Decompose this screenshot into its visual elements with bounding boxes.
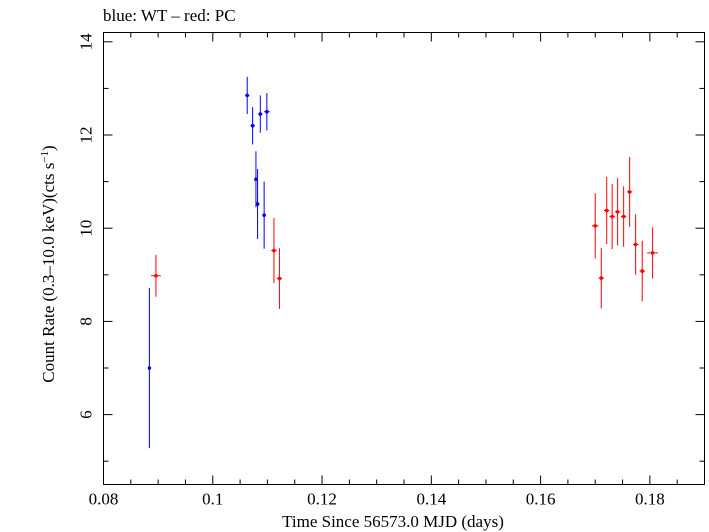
point-marker [650, 251, 655, 255]
point-marker [593, 224, 598, 228]
data-point-wt [255, 169, 260, 239]
x-tick-label: 0.12 [307, 490, 337, 509]
data-point-pc [620, 186, 627, 247]
point-marker [147, 366, 152, 370]
point-marker [262, 213, 266, 217]
data-point-pc [632, 214, 639, 275]
point-marker [255, 202, 260, 206]
x-tick-label: 0.14 [416, 490, 446, 509]
data-point-wt [258, 95, 263, 133]
data-point-pc [276, 248, 283, 309]
data-point-wt [264, 93, 270, 131]
data-point-pc [151, 254, 161, 297]
x-axis-ticks: 0.08 0.1 0.12 0.14 0.16 0.18 [89, 32, 705, 509]
x-tick-label: 0.16 [526, 490, 556, 509]
y-axis-label-exponent: −1 [39, 151, 51, 163]
data-point-wt [262, 181, 266, 249]
data-point-wt [254, 151, 258, 208]
point-marker [250, 123, 255, 128]
point-marker [254, 177, 258, 182]
y-axis-label-close: ) [39, 145, 58, 151]
data-point-pc [609, 183, 615, 250]
data-point-pc [614, 178, 621, 246]
plot-frame [103, 32, 705, 485]
data-point-pc [598, 247, 604, 309]
data-point-pc [591, 193, 599, 259]
y-axis-label: Count Rate (0.3–10.0 keV)(cts s−1) [39, 145, 58, 382]
point-marker [599, 276, 604, 280]
data-point-wt [147, 287, 152, 449]
y-axis-ticks: 6 8 10 12 14 [77, 33, 705, 462]
point-marker [610, 214, 614, 219]
x-tick-label: 0.1 [202, 490, 223, 509]
y-axis-label-main: Count Rate (0.3–10.0 keV)(cts s [39, 163, 58, 383]
data-point-wt [245, 76, 250, 115]
x-tick-label: 0.18 [635, 490, 665, 509]
x-tick-label: 0.08 [89, 490, 119, 509]
point-marker [258, 112, 263, 116]
point-marker [272, 248, 276, 253]
point-marker [265, 109, 269, 114]
data-point-pc [639, 240, 645, 302]
point-marker [627, 190, 632, 194]
y-tick-label: 14 [77, 33, 96, 51]
point-marker [615, 210, 620, 214]
point-marker [633, 242, 638, 247]
point-marker [154, 273, 158, 278]
y-tick-label: 6 [77, 410, 96, 419]
y-tick-label: 10 [77, 220, 96, 237]
point-marker [245, 93, 249, 98]
data-point-pc [626, 156, 633, 227]
point-marker [604, 208, 609, 213]
data-point-pc [647, 227, 659, 279]
y-tick-label: 12 [77, 127, 96, 144]
y-tick-label: 8 [77, 317, 96, 326]
point-marker [277, 276, 282, 281]
point-marker [621, 214, 626, 219]
chart-title: blue: WT – red: PC [103, 6, 236, 25]
point-marker [640, 269, 645, 273]
data-point-pc [271, 217, 277, 284]
x-axis-label: Time Since 56573.0 MJD (days) [282, 512, 504, 531]
data-point-pc [603, 176, 610, 245]
data-point-wt [250, 107, 255, 145]
data-points [147, 76, 659, 449]
